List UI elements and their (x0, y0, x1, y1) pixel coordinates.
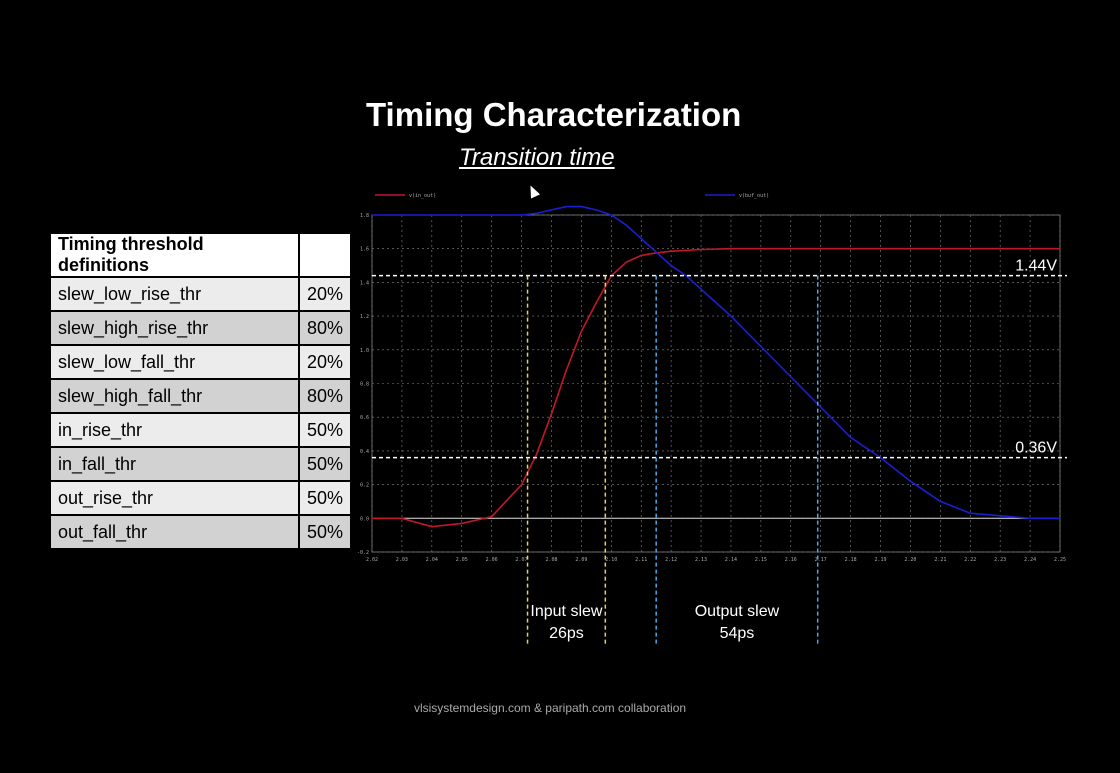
x-tick-label: 2.20 (904, 557, 916, 563)
legend-label: v(buf_out) (739, 193, 769, 199)
x-tick-label: 2.11 (635, 557, 647, 563)
footer-credit: vlsisystemdesign.com & paripath.com coll… (413, 701, 687, 715)
threshold-value: 80% (297, 378, 353, 414)
slide-title: Timing Characterization (366, 96, 742, 133)
x-tick-label: 2.15 (755, 557, 767, 563)
table-row: out_fall_thr 50% (49, 514, 353, 550)
threshold-table: Timing threshold definitions slew_low_ri… (49, 232, 353, 550)
y-tick-label: 0.2 (360, 483, 369, 489)
x-tick-label: 2.21 (934, 557, 946, 563)
plot-frame (371, 214, 1061, 553)
table-row: slew_high_rise_thr 80% (49, 310, 353, 346)
threshold-value: 50% (297, 446, 353, 482)
series-line (372, 205, 1060, 520)
table-row: in_rise_thr 50% (49, 412, 353, 448)
table-row: in_fall_thr 50% (49, 446, 353, 482)
x-tick-label: 2.02 (366, 557, 378, 563)
x-tick-label: 2.16 (785, 557, 797, 563)
threshold-label: 0.36V (1015, 440, 1057, 457)
threshold-name: out_rise_thr (49, 480, 300, 516)
slew-annotation-label: Output slew (695, 603, 780, 620)
x-tick-label: 2.24 (1024, 557, 1036, 563)
y-tick-label: 1.4 (360, 280, 369, 286)
x-tick-label: 2.03 (396, 557, 408, 563)
y-tick-label: 0.0 (360, 516, 369, 522)
threshold-name: slew_low_fall_thr (49, 344, 300, 380)
x-tick-label: 2.04 (426, 557, 438, 563)
threshold-value: 20% (297, 276, 353, 312)
x-tick-label: 2.19 (874, 557, 886, 563)
slide-subtitle: Transition time (459, 144, 615, 171)
table-row: slew_low_rise_thr 20% (49, 276, 353, 312)
threshold-name: in_fall_thr (49, 446, 300, 482)
x-tick-label: 2.18 (845, 557, 857, 563)
threshold-value: 50% (297, 514, 353, 550)
threshold-value: 20% (297, 344, 353, 380)
threshold-name: slew_low_rise_thr (49, 276, 300, 312)
threshold-name: slew_high_rise_thr (49, 310, 300, 346)
x-tick-label: 2.06 (486, 557, 498, 563)
threshold-value: 50% (297, 480, 353, 516)
y-tick-label: 0.8 (360, 382, 369, 388)
threshold-table-header-row: Timing threshold definitions (49, 232, 353, 278)
x-tick-label: 2.05 (456, 557, 468, 563)
threshold-name: out_fall_thr (49, 514, 300, 550)
table-row: slew_high_fall_thr 80% (49, 378, 353, 414)
x-tick-label: 2.17 (815, 557, 827, 563)
threshold-label: 1.44V (1015, 258, 1057, 275)
x-tick-label: 2.09 (575, 557, 587, 563)
series-line (372, 247, 1060, 528)
y-tick-label: 0.4 (360, 449, 369, 455)
y-tick-label: 1.8 (360, 213, 369, 219)
slew-annotation-value: 26ps (549, 625, 584, 642)
y-tick-label: -0.2 (357, 550, 369, 556)
x-tick-label: 2.08 (545, 557, 557, 563)
threshold-name: slew_high_fall_thr (49, 378, 300, 414)
x-tick-label: 2.07 (516, 557, 528, 563)
threshold-name: in_rise_thr (49, 412, 300, 448)
x-tick-label: 2.25 (1054, 557, 1066, 563)
x-tick-label: 2.22 (964, 557, 976, 563)
y-tick-label: 1.6 (360, 247, 369, 253)
threshold-value: 50% (297, 412, 353, 448)
x-tick-label: 2.14 (725, 557, 737, 563)
x-tick-label: 2.23 (994, 557, 1006, 563)
y-tick-label: 0.6 (360, 415, 369, 421)
slew-annotation-label: Input slew (530, 603, 602, 620)
threshold-table-header: Timing threshold definitions (49, 232, 300, 278)
threshold-value: 80% (297, 310, 353, 346)
legend-label: v(in_out) (409, 193, 436, 199)
y-tick-label: 1.0 (360, 348, 369, 354)
x-tick-label: 2.13 (695, 557, 707, 563)
y-tick-label: 1.2 (360, 314, 369, 320)
slew-annotation-value: 54ps (720, 625, 755, 642)
table-row: slew_low_fall_thr 20% (49, 344, 353, 380)
table-row: out_rise_thr 50% (49, 480, 353, 516)
threshold-table-header-value (297, 232, 353, 278)
x-tick-label: 2.10 (605, 557, 617, 563)
x-tick-label: 2.12 (665, 557, 677, 563)
